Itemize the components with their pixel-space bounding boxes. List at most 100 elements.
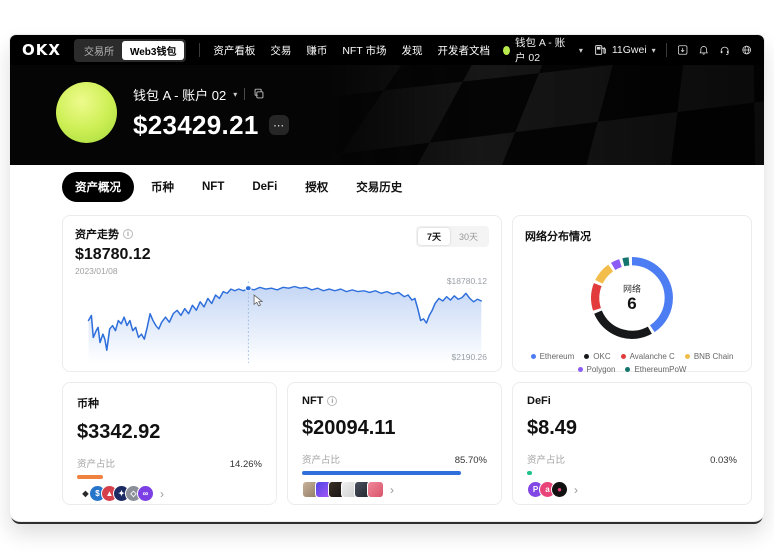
chart-marker-dot	[244, 285, 252, 292]
legend-dot	[625, 367, 631, 372]
nav-right: 钱包 A - 账户 02 ▾ 11Gwei ▾	[502, 35, 752, 65]
wallet-name[interactable]: 钱包 A - 账户 02	[133, 87, 227, 103]
tab-coins[interactable]: 币种	[151, 182, 174, 194]
legend-item-bnb-chain: BNB Chain	[684, 352, 733, 361]
info-icon: i	[327, 396, 338, 406]
legend-item-polygon: Polygon	[577, 365, 615, 374]
nav-links: 资产看板 交易 赚币 NFT 市场 发现 开发者文档	[213, 43, 490, 58]
range-30d-button[interactable]: 30天	[458, 232, 478, 242]
top-nav: OKX 交易所 Web3钱包 资产看板 交易 赚币 NFT 市场 发现 开发者文…	[10, 35, 764, 65]
donut-segment-Ethereum	[591, 257, 673, 339]
section-tabs: 资产概况 币种 NFT DeFi 授权 交易历史	[10, 165, 764, 209]
nft-thumb-strip: ›	[302, 471, 487, 498]
toggle-exchange[interactable]: 交易所	[83, 46, 114, 58]
tab-asset-overview[interactable]: 资产概况	[62, 172, 134, 202]
chart-min-label: $2190.26	[451, 352, 487, 362]
defi-card-title: DeFi	[527, 395, 551, 407]
chevron-down-icon[interactable]: ▾	[233, 89, 238, 99]
legend-dot	[584, 354, 590, 359]
nav-divider	[665, 43, 667, 57]
gas-selector[interactable]: 11Gwei ▾	[593, 43, 656, 57]
total-balance: $23429.21	[133, 109, 259, 140]
trend-chart[interactable]: $18780.12 $2190.26	[75, 276, 489, 363]
download-app-icon[interactable]	[677, 43, 688, 57]
main-content: 资产走势 i 7天 30天 $18780.12 2023/01/08	[10, 209, 764, 521]
trend-chart-svg	[87, 281, 483, 363]
coins-progress-fill	[77, 475, 104, 479]
network-donut[interactable]: 网络 6	[586, 252, 678, 344]
account-selector[interactable]: 钱包 A - 账户 02 ▾	[502, 35, 583, 65]
nft-card-title: NFT	[302, 395, 324, 407]
tab-nft[interactable]: NFT	[202, 181, 225, 193]
legend-dot	[620, 354, 626, 359]
network-legend: Ethereum OKC Avalanche C BNB Chain	[525, 352, 739, 374]
nav-item-dashboard[interactable]: 资产看板	[213, 44, 256, 57]
tab-history[interactable]: 交易历史	[356, 182, 403, 194]
toggle-web3-wallet[interactable]: Web3钱包	[121, 40, 185, 60]
more-actions-button[interactable]: ⋯	[268, 115, 289, 135]
network-distribution-card: 网络分布情况 网络 6 Ethereum OKC	[512, 215, 752, 374]
legend-item-ethereum: Ethereum	[530, 352, 574, 361]
trend-current-date: 2023/01/08	[75, 266, 118, 276]
tab-approvals[interactable]: 授权	[305, 182, 329, 194]
nft-value: $20094.11	[302, 417, 396, 439]
cursor-icon	[253, 294, 264, 307]
support-headset-icon[interactable]	[719, 43, 730, 57]
nav-item-earn[interactable]: 赚币	[306, 44, 328, 57]
gas-price: 11Gwei	[611, 44, 647, 56]
info-icon: i	[123, 229, 133, 239]
nav-item-trade[interactable]: 交易	[270, 44, 292, 57]
defi-ratio-label: 资产占比	[527, 455, 566, 466]
coins-token-strip: ◆ $ ▲ ✦ ◇ ∞ ›	[77, 475, 262, 502]
chevron-right-icon[interactable]: ›	[160, 486, 164, 501]
legend-dot	[684, 354, 690, 359]
donut-segment-Polygon	[591, 257, 673, 339]
tab-defi[interactable]: DeFi	[252, 181, 278, 193]
okx-logo[interactable]: OKX	[22, 41, 61, 59]
chevron-down-icon: ▾	[651, 45, 656, 55]
nav-item-discover[interactable]: 发现	[401, 44, 423, 57]
nft-ratio-label: 资产占比	[302, 455, 341, 466]
defi-value: $8.49	[527, 417, 578, 439]
coins-ratio-percent: 14.26%	[229, 459, 262, 470]
nft-ratio-percent: 85.70%	[454, 455, 487, 466]
donut-center-label: 网络 6	[622, 284, 641, 314]
legend-item-ethereumpow: EthereumPoW	[625, 365, 686, 374]
chevron-right-icon[interactable]: ›	[574, 482, 578, 497]
defi-ratio-percent: 0.03%	[710, 455, 737, 466]
donut-segment-Avalanche C	[591, 257, 673, 339]
chevron-down-icon: ▾	[578, 45, 583, 55]
legend-dot	[530, 354, 536, 359]
trend-card-title: 资产走势	[75, 229, 119, 241]
trend-current-value: $18780.12	[75, 246, 151, 263]
coins-summary-card[interactable]: 币种 $3342.92 资产占比 14.26% ◆ $ ▲ ✦ ◇ ∞ ›	[62, 382, 277, 505]
app-window: OKX 交易所 Web3钱包 资产看板 交易 赚币 NFT 市场 发现 开发者文…	[10, 35, 764, 521]
network-card-title: 网络分布情况	[525, 231, 591, 243]
coins-card-title: 币种	[77, 398, 99, 410]
defi-progress-fill	[527, 471, 532, 475]
account-name: 钱包 A - 账户 02	[515, 37, 566, 64]
legend-item-okc: OKC	[584, 352, 611, 361]
gas-pump-icon	[594, 45, 606, 55]
nav-item-nft-market[interactable]: NFT 市场	[342, 44, 387, 57]
legend-dot	[577, 367, 583, 372]
coins-ratio-label: 资产占比	[77, 459, 116, 470]
chart-max-label: $18780.12	[446, 276, 487, 286]
copy-address-icon[interactable]	[252, 87, 266, 101]
chevron-right-icon[interactable]: ›	[390, 482, 394, 497]
notifications-bell-icon[interactable]	[698, 43, 709, 57]
language-globe-icon[interactable]	[741, 43, 752, 57]
network-donut-svg	[591, 257, 673, 339]
wallet-divider	[244, 88, 246, 100]
exchange-wallet-toggle: 交易所 Web3钱包	[73, 38, 187, 62]
nav-item-dev-docs[interactable]: 开发者文档	[437, 44, 490, 57]
legend-item-avalanche: Avalanche C	[620, 352, 675, 361]
range-7d-button[interactable]: 7天	[417, 228, 450, 245]
wallet-avatar[interactable]	[56, 82, 117, 143]
nft-summary-card[interactable]: NFT i $20094.11 资产占比 85.70% ›	[287, 382, 502, 505]
coins-value: $3342.92	[77, 421, 161, 443]
asset-trend-card: 资产走势 i 7天 30天 $18780.12 2023/01/08	[62, 215, 502, 372]
hero-fade-overlay	[10, 65, 764, 165]
